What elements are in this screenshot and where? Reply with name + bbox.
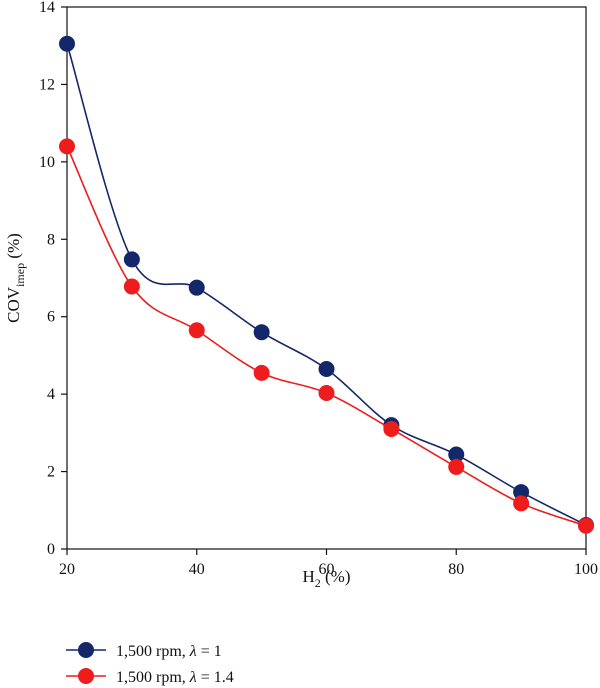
x-axis-title-main: H [302,567,314,586]
legend: 1,500 rpm, λ = 1 1,500 rpm, λ = 1.4 [66,642,234,686]
y-axis-title-suffix: (%) [4,233,23,263]
y-tick-label: 8 [47,231,55,248]
axis-ticks: 20 40 60 80 100 0 2 4 6 8 10 12 14 [39,0,598,578]
x-axis-title: H2 (%) [302,567,350,590]
legend-label-series-2-suffix: = 1.4 [197,669,234,686]
y-tick-label: 2 [47,464,55,481]
series-2-point [383,420,400,437]
y-tick-label: 4 [47,386,55,403]
series-1-line [66,43,587,526]
legend-label-series-1-prefix: 1,500 rpm, [116,643,190,660]
legend-item-series-2: 1,500 rpm, λ = 1.4 [66,668,234,686]
series-1-point [448,446,465,463]
legend-label-series-2-symbol: λ [189,669,197,686]
legend-label-series-1: 1,500 rpm, λ = 1 [116,643,222,660]
series-1-point [318,360,335,377]
series-2 [59,138,594,534]
y-tick-label: 10 [39,154,55,171]
legend-label-series-2: 1,500 rpm, λ = 1.4 [116,669,234,686]
plot-frame [66,6,587,550]
series-2-point [578,517,594,534]
x-tick-label: 100 [574,561,598,578]
y-axis-title-subscript: imep [13,263,27,287]
series-1-point [123,251,140,268]
legend-label-series-1-suffix: = 1 [197,643,222,660]
legend-item-series-1: 1,500 rpm, λ = 1 [66,642,222,660]
x-tick-label: 80 [448,561,464,578]
series-2-point [253,364,270,381]
series-1-point [59,35,75,52]
y-axis-title-main: COV [4,286,23,323]
legend-swatch-marker-series-2 [78,668,94,684]
y-tick-label: 14 [39,0,55,16]
series-1-point [513,484,530,501]
legend-label-series-2-prefix: 1,500 rpm, [116,669,190,686]
series-1-point [253,324,270,341]
series-2-point [188,322,205,339]
series-layer [59,35,594,534]
y-tick-label: 6 [47,309,55,326]
x-tick-label: 20 [59,561,75,578]
y-tick-label: 0 [47,541,55,558]
series-1-point [188,279,205,296]
series-2-point [59,138,75,155]
y-axis-title: COVimep (%) [4,233,27,323]
x-tick-label: 60 [319,561,335,578]
legend-swatch-marker-series-1 [78,642,94,658]
x-tick-label: 40 [189,561,205,578]
plot-area [66,6,587,550]
legend-label-series-1-symbol: λ [189,643,197,660]
x-axis-title-suffix: (%) [321,567,351,586]
series-2-point [513,495,530,512]
x-axis-title-subscript: 2 [315,576,321,590]
series-2-point [318,384,335,401]
series-2-point [123,278,140,295]
series-2-line [66,146,587,527]
y-tick-label: 12 [39,76,55,93]
series-2-point [448,458,465,475]
